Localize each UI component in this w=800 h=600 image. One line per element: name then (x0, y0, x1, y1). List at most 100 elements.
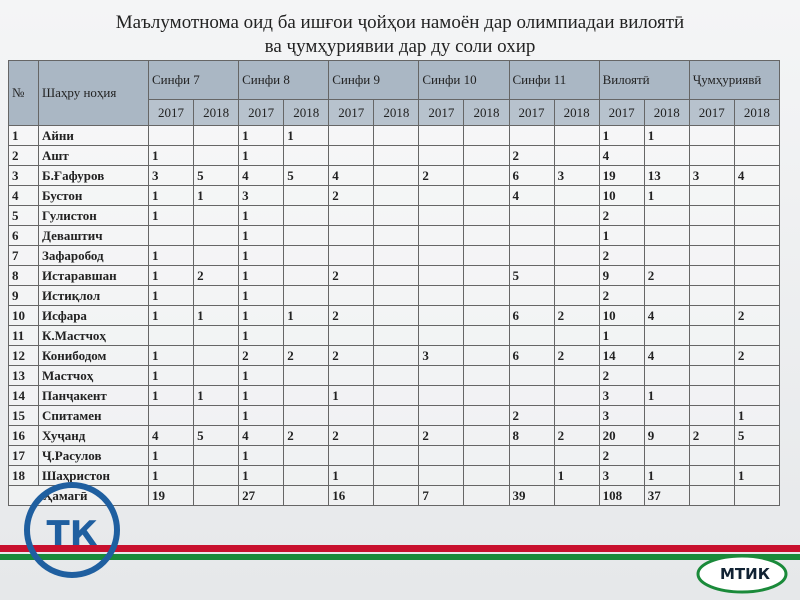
value-cell (418, 405, 465, 426)
district-name: Истаравшан (38, 265, 149, 286)
value-cell (373, 425, 420, 446)
value-cell: 3 (598, 405, 645, 426)
value-cell (328, 325, 375, 346)
value-cell: 3 (418, 345, 465, 366)
value-cell: 1 (733, 465, 781, 486)
year-header: 2017 (508, 99, 555, 126)
value-cell (733, 285, 781, 306)
value-cell (733, 145, 781, 166)
value-cell: 1 (238, 365, 285, 386)
value-cell (733, 385, 781, 406)
year-header: 2018 (643, 99, 690, 126)
value-cell: 2 (508, 405, 555, 426)
value-cell (193, 465, 240, 486)
value-cell (418, 145, 465, 166)
total-label: Ҳамагӣ (8, 485, 149, 506)
row-number: 13 (8, 365, 39, 386)
value-cell (688, 345, 735, 366)
value-cell (688, 265, 735, 286)
value-cell: 1 (238, 445, 285, 466)
value-cell (373, 125, 420, 146)
value-cell (463, 145, 510, 166)
value-cell (688, 465, 735, 486)
value-cell (418, 245, 465, 266)
value-cell (688, 305, 735, 326)
value-cell (688, 245, 735, 266)
value-cell (193, 325, 240, 346)
value-cell (373, 385, 420, 406)
value-cell: 1 (147, 445, 195, 466)
value-cell: 108 (598, 485, 645, 506)
value-cell (373, 405, 420, 426)
value-cell (643, 245, 690, 266)
value-cell (553, 405, 600, 426)
value-cell: 3 (598, 385, 645, 406)
green-stripe (0, 554, 800, 560)
district-name: Исфара (38, 305, 149, 326)
value-cell (553, 225, 600, 246)
data-row: 5 Гулистон 1 1 2 (8, 205, 781, 226)
value-cell: 1 (238, 285, 285, 306)
value-cell (463, 265, 510, 286)
value-cell: 1 (328, 385, 375, 406)
value-cell (418, 445, 465, 466)
value-cell: 2 (733, 345, 781, 366)
value-cell (373, 245, 420, 266)
logo-badge (696, 554, 788, 594)
value-cell (373, 445, 420, 466)
total-row: Ҳамагӣ 19 27 16 7 39 108 37 (8, 485, 781, 506)
value-cell (733, 325, 781, 346)
value-cell (418, 185, 465, 206)
logo-mark: ТК (47, 514, 98, 554)
year-header: 2018 (193, 99, 240, 126)
value-cell (193, 225, 240, 246)
value-cell: 6 (508, 345, 555, 366)
value-cell (328, 205, 375, 226)
value-cell (733, 225, 781, 246)
value-cell (418, 125, 465, 146)
value-cell (553, 325, 600, 346)
value-cell: 2 (553, 305, 600, 326)
value-cell: 5 (193, 425, 240, 446)
row-number: 2 (8, 145, 39, 166)
value-cell: 1 (328, 465, 375, 486)
row-number: 17 (8, 445, 39, 466)
value-cell: 1 (147, 285, 195, 306)
value-cell (373, 285, 420, 306)
title-line: ва ҷумҳуриявии дар ду соли охир (264, 36, 536, 57)
value-cell (643, 225, 690, 246)
year-header: 2018 (733, 99, 781, 126)
value-cell (373, 485, 420, 506)
value-cell (463, 125, 510, 146)
logo-label: МТИК (720, 565, 771, 583)
value-cell (553, 385, 600, 406)
district-name: Шаҳристон (38, 465, 149, 486)
value-cell: 3 (553, 165, 600, 186)
district-name: Конибодом (38, 345, 149, 366)
data-row: 4 Бустон 1 1 3 2 4 10 1 (8, 185, 781, 206)
value-cell (463, 385, 510, 406)
value-cell: 1 (238, 205, 285, 226)
value-cell: 19 (147, 485, 195, 506)
value-cell (643, 445, 690, 466)
name-header: Шаҳру ноҳия (38, 60, 149, 126)
year-header: 2017 (688, 99, 735, 126)
value-cell (193, 205, 240, 226)
value-cell: 1 (238, 305, 285, 326)
value-cell: 2 (328, 345, 375, 366)
data-row: 14 Панҷакент 1 1 1 1 3 1 (8, 385, 781, 406)
value-cell (553, 185, 600, 206)
value-cell: 2 (508, 145, 555, 166)
value-cell (553, 145, 600, 166)
data-row: 2 Ашт 1 1 2 4 (8, 145, 781, 166)
value-cell: 39 (508, 485, 555, 506)
value-cell: 1 (193, 185, 240, 206)
value-cell (283, 145, 330, 166)
year-header: 2018 (553, 99, 600, 126)
row-number: 4 (8, 185, 39, 206)
value-cell (328, 145, 375, 166)
title-line: Маълумотнома оид ба ишғои ҷойҳои намоён … (115, 12, 685, 33)
value-cell: 9 (598, 265, 645, 286)
value-cell (643, 365, 690, 386)
value-cell: 1 (643, 385, 690, 406)
